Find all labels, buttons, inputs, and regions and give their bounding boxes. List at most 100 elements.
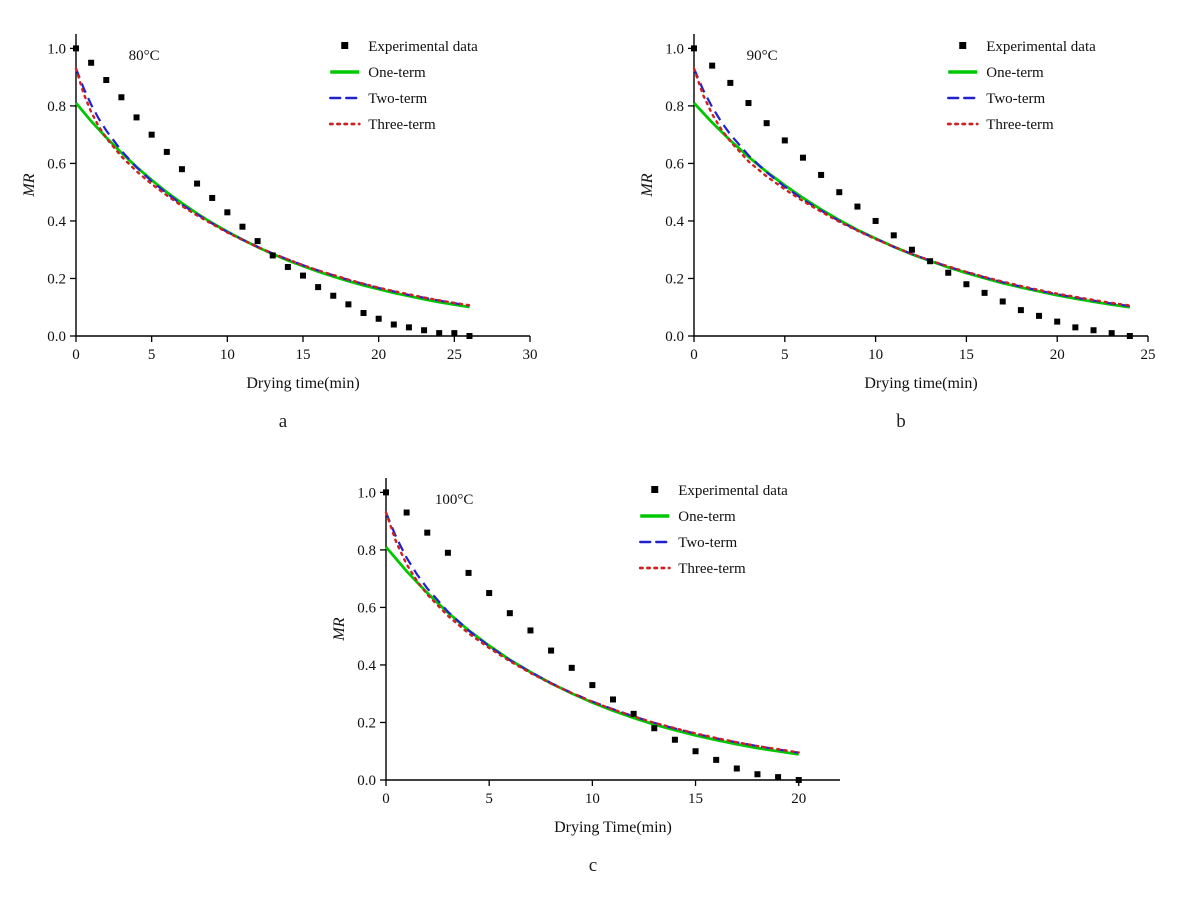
experimental-point: [345, 301, 352, 308]
experimental-point: [1054, 318, 1061, 325]
axes: [75, 34, 530, 337]
experimental-point: [709, 62, 716, 69]
experimental-point: [872, 217, 879, 224]
panel-a-letter: a: [278, 411, 288, 432]
experimental-point: [239, 223, 246, 230]
experimental-point: [360, 309, 367, 316]
y-tick-label: 0.6: [357, 600, 376, 616]
experimental-point: [178, 166, 185, 173]
experimental-point: [854, 203, 861, 210]
legend-label: Three-term: [678, 561, 746, 577]
experimental-point: [733, 765, 740, 772]
x-tick-label: 0: [72, 347, 80, 363]
x-tick-label: 10: [220, 347, 235, 363]
experimental-point: [88, 59, 95, 66]
series-experimental: [73, 45, 473, 339]
panel-b: 0 5 10 15 20 25 0.0 0.2 0.4 0.6 0.8 1.0 Drying time(…: [636, 6, 1166, 433]
experimental-point: [315, 284, 322, 291]
experimental-point: [300, 272, 306, 279]
experimental-point: [506, 610, 513, 617]
x-tick-label: 10: [585, 791, 600, 807]
experimental-point: [671, 736, 678, 743]
x-tick-label: 15: [688, 791, 703, 807]
legend: Experimental data One-term Two-term Three-t…: [946, 39, 1096, 133]
experimental-point: [73, 45, 79, 52]
experimental-point: [375, 315, 382, 322]
legend: Experimental data One-term Two-term Three-t…: [638, 483, 788, 577]
axes: [385, 478, 840, 781]
experimental-point: [763, 120, 770, 127]
experimental-point: [330, 292, 337, 299]
y-axis-ticks: 0.0 0.2 0.4 0.6 0.8 1.0: [357, 485, 386, 789]
legend-marker-experimental: [341, 42, 349, 49]
series-one-term: [692, 102, 1130, 309]
experimental-point: [209, 194, 216, 201]
legend-label: One-term: [986, 65, 1044, 81]
x-tick-label: 15: [296, 347, 311, 363]
legend-label: Experimental data: [986, 39, 1096, 55]
experimental-point: [194, 180, 201, 187]
panel-a: 0 5 10 15 20 25 30 0.0 0.2 0.4 0.6 0.8 1.0 Drying tim…: [18, 6, 548, 433]
experimental-point: [1126, 333, 1133, 339]
y-tick-label: 0.6: [665, 156, 684, 172]
x-tick-label: 20: [791, 791, 806, 807]
x-axis-label: Drying time(min): [246, 375, 359, 392]
experimental-point: [254, 238, 261, 245]
experimental-point: [133, 114, 140, 121]
y-tick-label: 0.0: [357, 773, 376, 789]
experimental-point: [1108, 330, 1115, 337]
legend-label: Two-term: [678, 535, 737, 551]
y-tick-label: 1.0: [47, 41, 66, 57]
legend-marker-experimental: [959, 42, 967, 49]
series-one-term: [74, 102, 470, 309]
experimental-point: [799, 154, 806, 161]
x-tick-label: 30: [523, 347, 538, 363]
series-three-term: [692, 67, 1131, 307]
legend-label: Three-term: [986, 117, 1054, 133]
x-axis-ticks: 0 5 10 15 20 25 30: [72, 336, 538, 363]
experimental-point: [103, 77, 110, 84]
experimental-point: [692, 748, 699, 755]
experimental-point: [527, 627, 534, 634]
series-experimental: [383, 489, 802, 783]
experimental-point: [1036, 312, 1043, 319]
experimental-point: [691, 45, 697, 52]
y-tick-label: 0.2: [47, 271, 66, 287]
experimental-point: [405, 324, 412, 331]
legend-label: One-term: [368, 65, 426, 81]
x-tick-label: 10: [868, 347, 883, 363]
experimental-point: [999, 298, 1006, 305]
series-two-term: [74, 68, 470, 307]
x-tick-label: 0: [382, 791, 390, 807]
series-three-term: [384, 511, 800, 754]
x-tick-label: 5: [781, 347, 789, 363]
chart-c-figure: 0 5 10 15 20 0.0 0.2 0.4 0.6 0.8 1.0 Drying Time(mi…: [331, 478, 840, 836]
legend-label: Two-term: [986, 91, 1045, 107]
x-tick-label: 20: [371, 347, 386, 363]
experimental-point: [486, 590, 493, 597]
experimental-point: [1072, 324, 1079, 331]
x-tick-label: 25: [1141, 347, 1156, 363]
y-tick-label: 0.4: [357, 658, 376, 674]
legend-label: Experimental data: [368, 39, 478, 55]
experimental-point: [775, 774, 782, 781]
experimental-point: [945, 269, 952, 276]
y-tick-label: 0.2: [665, 271, 684, 287]
x-axis-label: Drying Time(min): [554, 819, 672, 836]
x-axis-ticks: 0 5 10 15 20: [382, 780, 806, 807]
series-experimental: [691, 45, 1133, 339]
y-tick-label: 0.0: [47, 329, 66, 345]
experimental-point: [548, 647, 555, 654]
temperature-label: 80°C: [129, 48, 160, 64]
y-tick-label: 0.8: [665, 99, 684, 115]
experimental-point: [383, 489, 389, 496]
legend-label: Two-term: [368, 91, 427, 107]
experimental-point: [908, 246, 915, 253]
experimental-point: [224, 209, 231, 216]
y-axis-ticks: 0.0 0.2 0.4 0.6 0.8 1.0: [47, 41, 76, 345]
series-one-term: [384, 546, 799, 756]
x-axis-label: Drying time(min): [864, 375, 977, 392]
x-tick-label: 25: [447, 347, 462, 363]
temperature-label: 90°C: [747, 48, 778, 64]
